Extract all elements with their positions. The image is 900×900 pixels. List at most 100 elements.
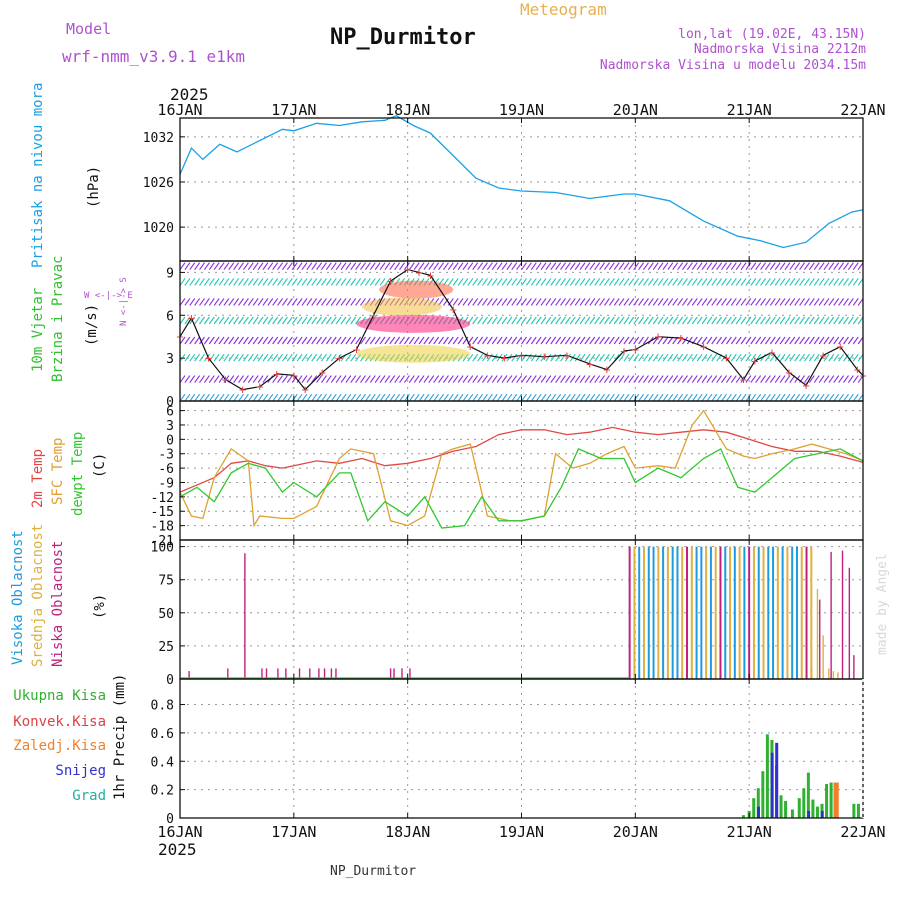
wind-barb <box>823 353 830 362</box>
wind-barb <box>745 336 752 345</box>
wind-barb <box>482 336 488 345</box>
wind-barb <box>452 393 459 402</box>
wind-barb <box>296 375 303 383</box>
axis-labels: 16JAN 16JAN 17JAN 17JAN 18JAN 18JAN 19JAN 19JAN… <box>143 101 886 841</box>
wind-barb <box>413 375 420 383</box>
wind-barb <box>325 316 332 325</box>
wind-barb <box>286 375 293 383</box>
wind-barb <box>706 316 713 325</box>
wind-barb <box>252 393 259 402</box>
wind-gust-marker: + <box>205 351 212 365</box>
wind-barb <box>447 336 454 345</box>
cloud-label-low: Niska Oblacnost <box>50 541 66 667</box>
wind-barb <box>491 278 498 286</box>
wind-barb <box>369 336 376 345</box>
wind-barb <box>525 262 532 271</box>
wind-barb <box>257 278 264 286</box>
wind-barb <box>857 298 864 306</box>
wind-barb <box>252 336 259 345</box>
wind-barb <box>228 393 235 402</box>
wind-barb <box>760 375 766 383</box>
precip-total-bar <box>765 734 769 818</box>
wind-barb <box>574 336 581 345</box>
wind-barb <box>808 262 815 271</box>
precip-frz-bar <box>833 782 837 818</box>
precip-label-total: Ukupna Kisa <box>13 688 106 704</box>
wind-barb <box>804 316 810 325</box>
wind-barb <box>633 278 640 286</box>
wind-barb <box>691 316 698 325</box>
precip-total-bar <box>797 798 801 818</box>
wind-barb <box>813 262 820 271</box>
wind-barb <box>594 336 601 345</box>
wind-barb <box>521 278 527 286</box>
wind-barb <box>603 316 610 325</box>
wind-barb <box>760 262 766 271</box>
wind-barb <box>701 336 708 345</box>
precip-total-bar <box>856 803 860 818</box>
wind-barb <box>184 298 191 306</box>
wind-barb <box>457 375 464 383</box>
wind-barb <box>550 262 557 271</box>
wind-barb <box>838 278 845 286</box>
wind-barb <box>740 278 747 286</box>
wind-barb <box>325 375 332 383</box>
wind-barb <box>579 298 586 306</box>
wind-barb <box>301 262 308 271</box>
wind-barb <box>267 262 274 271</box>
wind-barb <box>716 316 723 325</box>
wind-barb <box>769 278 776 286</box>
wind-barb <box>516 336 523 345</box>
wind-barb <box>613 278 620 286</box>
wind-barb <box>360 336 366 345</box>
wind-barb <box>696 316 703 325</box>
wind-barb <box>311 278 318 286</box>
wind-barb <box>262 393 269 402</box>
wind-barb <box>838 353 845 362</box>
wind-barb <box>813 353 820 362</box>
wind-barb <box>506 316 513 325</box>
wind-barb <box>282 316 288 325</box>
wind-barb <box>535 262 542 271</box>
wind-barb <box>301 375 308 383</box>
wind-barb <box>306 262 313 271</box>
wind-barb <box>764 262 771 271</box>
wind-barb <box>808 393 815 402</box>
wind-barb <box>442 336 449 345</box>
wind-barb <box>272 262 279 271</box>
wind-gust-marker: + <box>654 330 661 344</box>
wind-gust-marker: + <box>370 308 377 322</box>
wind-barb <box>613 336 620 345</box>
wind-barb <box>764 353 771 362</box>
wind-barb <box>818 336 825 345</box>
wind-barb <box>413 336 420 345</box>
wind-barb <box>618 262 625 271</box>
wind-barb <box>794 278 801 286</box>
wind-barb <box>794 393 801 402</box>
wind-barb <box>330 316 337 325</box>
wind-barb <box>701 316 708 325</box>
wind-barb <box>638 298 645 306</box>
wind-barb <box>755 298 762 306</box>
wind-barb <box>247 298 254 306</box>
wind-barb <box>579 262 586 271</box>
wind-barb <box>643 336 649 345</box>
wind-barb <box>282 375 288 383</box>
value-tick-label: 0.8 <box>151 699 174 714</box>
wind-barb <box>847 336 854 345</box>
wind-gust-marker: + <box>484 348 491 362</box>
wind-barb <box>203 375 210 383</box>
wind-barb <box>633 353 640 362</box>
wind-barb <box>286 262 293 271</box>
wind-barb <box>384 375 391 383</box>
wind-barb <box>408 375 415 383</box>
wind-barb <box>467 278 474 286</box>
wind-barb <box>550 278 557 286</box>
wind-barb <box>467 298 474 306</box>
wind-barb <box>540 262 547 271</box>
wind-barb <box>194 298 201 306</box>
wind-barb <box>301 278 308 286</box>
wind-barb <box>330 298 337 306</box>
wind-barb <box>789 278 796 286</box>
wind-barb <box>540 375 547 383</box>
